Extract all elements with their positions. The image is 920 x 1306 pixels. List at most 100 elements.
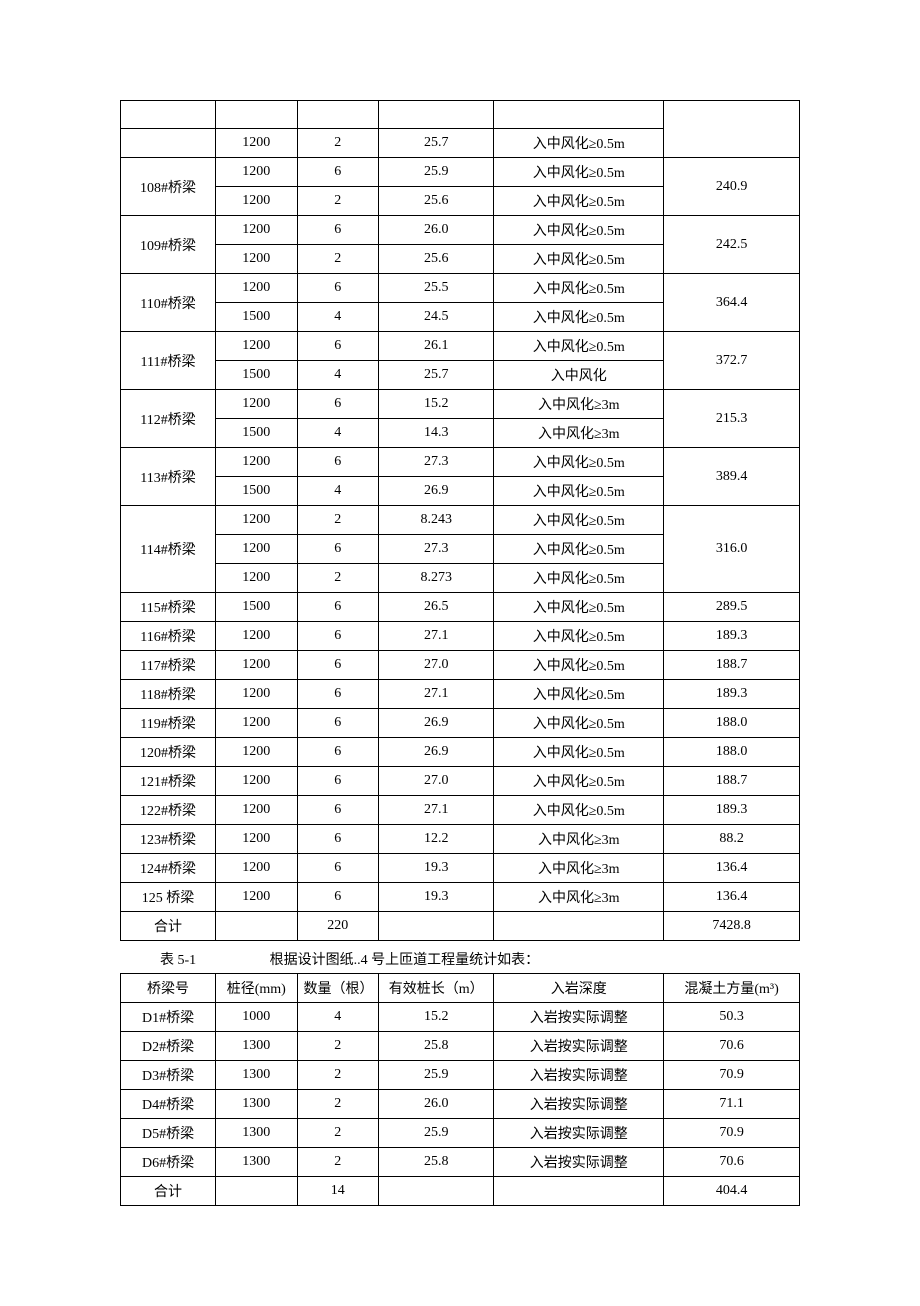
table-row: 113#桥梁1200627.3入中风化≥0.5m389.4 [121,448,800,477]
cell-bridge: 合计 [121,1177,216,1206]
cell-bridge: 122#桥梁 [121,796,216,825]
cell-depth: 入中风化≥3m [494,390,664,419]
cell-depth: 入中风化≥0.5m [494,245,664,274]
cell-len: 8.243 [378,506,493,535]
cell-depth: 入中风化≥0.5m [494,477,664,506]
table-row: 115#桥梁1500626.5入中风化≥0.5m289.5 [121,593,800,622]
cell-diameter: 1200 [216,564,297,593]
cell-diameter: 1200 [216,332,297,361]
cell-depth: 入中风化≥0.5m [494,129,664,158]
cell-diameter: 1500 [216,303,297,332]
cell-qty: 6 [297,158,378,187]
cell-qty: 6 [297,332,378,361]
cell-diameter: 1000 [216,1003,297,1032]
cell-vol: 50.3 [664,1003,800,1032]
cell-len: 27.3 [378,448,493,477]
table-row: 108#桥梁1200625.9入中风化≥0.5m240.9 [121,158,800,187]
caption-text: 根据设计图纸..4 号上匝道工程量统计如表： [270,953,540,968]
cell-qty: 6 [297,767,378,796]
cell-qty: 2 [297,564,378,593]
cell-blank [216,101,297,129]
cell-len: 12.2 [378,825,493,854]
cell-blank [494,101,664,129]
cell-vol: 188.7 [664,651,800,680]
cell-vol: 364.4 [664,274,800,332]
cell-len: 15.2 [378,1003,493,1032]
cell-depth: 入中风化≥3m [494,419,664,448]
cell-diameter: 1200 [216,158,297,187]
cell-depth: 入中风化≥0.5m [494,303,664,332]
cell-bridge: 123#桥梁 [121,825,216,854]
cell-len: 27.0 [378,651,493,680]
cell-bridge: 124#桥梁 [121,854,216,883]
bridge-table-ramp: 桥梁号 桩径(mm) 数量（根） 有效桩长（m） 入岩深度 混凝土方量(m³) … [120,973,800,1206]
cell-depth: 入中风化≥0.5m [494,651,664,680]
cell-bridge: 118#桥梁 [121,680,216,709]
cell-vol: 136.4 [664,883,800,912]
cell-len: 25.5 [378,274,493,303]
cell-depth: 入中风化≥0.5m [494,187,664,216]
cell-diameter: 1300 [216,1090,297,1119]
cell-depth: 入岩按实际调整 [494,1148,664,1177]
cell-len: 25.7 [378,129,493,158]
cell-depth [494,912,664,941]
cell-qty: 14 [297,1177,378,1206]
cell-vol: 215.3 [664,390,800,448]
cell-diameter: 1500 [216,593,297,622]
cell-vol: 289.5 [664,593,800,622]
cell-vol: 70.6 [664,1032,800,1061]
cell-len: 24.5 [378,303,493,332]
cell-vol: 189.3 [664,622,800,651]
cell-depth: 入中风化≥0.5m [494,332,664,361]
cell-depth: 入岩按实际调整 [494,1119,664,1148]
cell-len: 27.1 [378,796,493,825]
cell-bridge: D1#桥梁 [121,1003,216,1032]
table-row: 合计14404.4 [121,1177,800,1206]
cell-depth: 入中风化≥0.5m [494,506,664,535]
cell-qty: 6 [297,680,378,709]
table-row: 121#桥梁1200627.0入中风化≥0.5m188.7 [121,767,800,796]
cell-len: 19.3 [378,854,493,883]
cell-qty: 4 [297,419,378,448]
cell-diameter: 1300 [216,1119,297,1148]
cell-vol: 70.9 [664,1061,800,1090]
cell-bridge: D3#桥梁 [121,1061,216,1090]
cell-bridge: D5#桥梁 [121,1119,216,1148]
cell-depth: 入中风化≥0.5m [494,564,664,593]
cell-diameter: 1200 [216,506,297,535]
cell-len: 26.0 [378,216,493,245]
cell-qty: 6 [297,883,378,912]
cell-bridge: D4#桥梁 [121,1090,216,1119]
cell-depth: 入中风化≥3m [494,825,664,854]
cell-qty: 220 [297,912,378,941]
cell-diameter: 1200 [216,709,297,738]
table-row: 118#桥梁1200627.1入中风化≥0.5m189.3 [121,680,800,709]
caption-label: 表 5-1 [160,949,196,969]
cell-len: 25.9 [378,158,493,187]
cell-len [378,912,493,941]
cell-qty: 6 [297,738,378,767]
cell-diameter: 1200 [216,854,297,883]
cell-diameter: 1300 [216,1061,297,1090]
cell-bridge: D2#桥梁 [121,1032,216,1061]
cell-len: 25.8 [378,1148,493,1177]
cell-bridge [121,129,216,158]
th-depth: 入岩深度 [494,974,664,1003]
cell-depth: 入中风化≥3m [494,854,664,883]
cell-vol: 242.5 [664,216,800,274]
cell-len: 27.1 [378,622,493,651]
table-row: D1#桥梁1000415.2入岩按实际调整50.3 [121,1003,800,1032]
cell-len: 26.9 [378,738,493,767]
cell-diameter: 1500 [216,419,297,448]
cell-depth: 入中风化≥3m [494,883,664,912]
cell-len: 26.0 [378,1090,493,1119]
cell-vol: 136.4 [664,854,800,883]
table-row: 114#桥梁120028.243入中风化≥0.5m316.0 [121,506,800,535]
cell-len [378,1177,493,1206]
cell-bridge: 114#桥梁 [121,506,216,593]
cell-diameter: 1200 [216,129,297,158]
cell-depth: 入中风化≥0.5m [494,274,664,303]
cell-diameter: 1200 [216,245,297,274]
cell-vol: 188.0 [664,709,800,738]
cell-qty: 4 [297,477,378,506]
